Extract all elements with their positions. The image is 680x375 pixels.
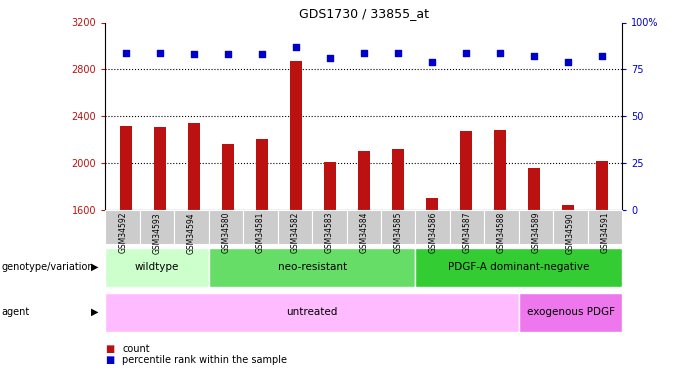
- Point: [188, 51, 199, 57]
- Bar: [528, 168, 540, 210]
- Point: [426, 59, 437, 65]
- Text: neo-resistant: neo-resistant: [277, 262, 347, 272]
- Bar: [188, 123, 200, 210]
- Bar: [596, 161, 608, 210]
- Text: ▶: ▶: [91, 262, 99, 272]
- Point: [154, 50, 165, 55]
- Text: GSM34591: GSM34591: [600, 212, 609, 254]
- Point: [222, 51, 233, 57]
- Text: GSM34587: GSM34587: [462, 212, 472, 254]
- Text: agent: agent: [1, 307, 30, 317]
- Point: [528, 53, 539, 59]
- Title: GDS1730 / 33855_at: GDS1730 / 33855_at: [299, 7, 429, 20]
- Text: ■: ■: [105, 355, 115, 365]
- Text: GSM34584: GSM34584: [359, 212, 369, 254]
- Point: [256, 51, 267, 57]
- Bar: [324, 162, 336, 210]
- Point: [596, 53, 607, 59]
- Bar: [562, 206, 574, 210]
- Bar: [460, 132, 472, 210]
- Text: GSM34589: GSM34589: [532, 212, 541, 254]
- Text: PDGF-A dominant-negative: PDGF-A dominant-negative: [448, 262, 590, 272]
- Text: percentile rank within the sample: percentile rank within the sample: [122, 355, 288, 365]
- Point: [562, 59, 573, 65]
- Text: untreated: untreated: [286, 307, 338, 317]
- Point: [460, 50, 471, 55]
- Bar: [256, 138, 268, 210]
- Bar: [120, 126, 132, 210]
- Point: [324, 55, 335, 61]
- Bar: [426, 198, 438, 210]
- Bar: [290, 61, 302, 210]
- Text: GSM34590: GSM34590: [566, 212, 575, 254]
- Bar: [358, 152, 370, 210]
- Bar: [222, 144, 234, 210]
- Bar: [392, 149, 404, 210]
- Text: GSM34580: GSM34580: [222, 212, 231, 254]
- Text: GSM34592: GSM34592: [118, 212, 127, 254]
- Text: GSM34581: GSM34581: [256, 212, 265, 253]
- Text: GSM34588: GSM34588: [497, 212, 506, 253]
- Point: [290, 44, 301, 50]
- Text: GSM34593: GSM34593: [152, 212, 162, 254]
- Text: GSM34582: GSM34582: [290, 212, 299, 253]
- Text: wildtype: wildtype: [135, 262, 180, 272]
- Text: GSM34585: GSM34585: [394, 212, 403, 254]
- Text: GSM34586: GSM34586: [428, 212, 437, 254]
- Bar: [154, 127, 166, 210]
- Bar: [494, 130, 506, 210]
- Point: [120, 50, 131, 55]
- Point: [358, 50, 369, 55]
- Text: ▶: ▶: [91, 307, 99, 317]
- Text: ■: ■: [105, 344, 115, 354]
- Point: [392, 50, 403, 55]
- Text: count: count: [122, 344, 150, 354]
- Point: [494, 50, 505, 55]
- Text: exogenous PDGF: exogenous PDGF: [526, 307, 615, 317]
- Text: GSM34594: GSM34594: [187, 212, 196, 254]
- Text: GSM34583: GSM34583: [325, 212, 334, 254]
- Text: genotype/variation: genotype/variation: [1, 262, 94, 272]
